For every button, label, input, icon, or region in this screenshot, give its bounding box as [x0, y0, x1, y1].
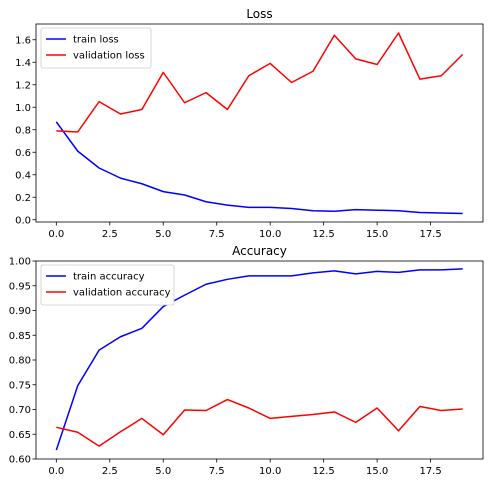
- y-tick-label: 0.2: [15, 193, 31, 204]
- y-tick-label: 0.90: [9, 306, 31, 317]
- y-tick-label: 0.75: [9, 380, 31, 391]
- x-tick-label: 2.5: [102, 466, 118, 477]
- y-tick-label: 0.0: [15, 215, 31, 226]
- x-tick-label: 5.0: [155, 466, 171, 477]
- y-tick-label: 0.4: [15, 170, 31, 181]
- y-tick-label: 1.6: [15, 35, 31, 46]
- x-tick-label: 7.5: [209, 466, 225, 477]
- y-tick-label: 0.95: [9, 281, 31, 292]
- x-tick-label: 0.0: [48, 229, 64, 240]
- legend: train loss validation loss: [40, 27, 152, 69]
- y-tick-label: 0.80: [9, 356, 31, 367]
- x-tick-label: 15.0: [366, 229, 388, 240]
- series-line-train-loss: [55, 121, 463, 215]
- y-tick-label: 1.00: [9, 257, 31, 268]
- y-tick-label: 1.2: [15, 80, 31, 91]
- y-tick-label: 0.65: [9, 430, 31, 441]
- chart-title: Accuracy: [232, 244, 287, 258]
- series-line-train-accuracy: [55, 268, 463, 451]
- legend-label: train loss: [73, 35, 119, 46]
- chart-loss: Loss 0.0 2.5 5.0 7.5 10.0 12.5 15.0 17.5 0.0 0.2 0.…: [15, 7, 484, 240]
- series-line-validation-accuracy: [56, 398, 463, 447]
- x-tick-label: 7.5: [209, 229, 225, 240]
- y-tick-label: 0.70: [9, 405, 31, 416]
- x-tick-label: 10.0: [259, 229, 281, 240]
- x-tick-label: 5.0: [155, 229, 171, 240]
- legend-label: validation loss: [73, 51, 145, 62]
- y-tick-label: 0.6: [15, 148, 31, 159]
- x-tick-label: 0.0: [48, 466, 64, 477]
- y-tick-label: 1.4: [15, 58, 31, 69]
- y-tick-label: 0.85: [9, 331, 31, 342]
- x-tick-label: 12.5: [313, 229, 335, 240]
- legend: train accuracy validation accuracy: [40, 264, 175, 306]
- legend-label: validation accuracy: [73, 288, 171, 299]
- legend-label: train accuracy: [73, 272, 145, 283]
- x-tick-label: 10.0: [259, 466, 281, 477]
- plot-frame: [35, 23, 484, 223]
- y-tick-label: 0.8: [15, 125, 31, 136]
- y-tick-label: 1.0: [15, 103, 31, 114]
- legend-box: [40, 27, 152, 69]
- y-tick-label: 0.60: [9, 455, 31, 466]
- x-tick-label: 2.5: [102, 229, 118, 240]
- x-tick-label: 15.0: [366, 466, 388, 477]
- legend-box: [40, 264, 175, 306]
- x-tick-label: 17.5: [419, 466, 441, 477]
- x-tick-label: 17.5: [419, 229, 441, 240]
- series-line-validation-loss: [56, 32, 464, 133]
- chart-title: Loss: [246, 7, 272, 21]
- x-tick-label: 12.5: [313, 466, 335, 477]
- charts: Loss 0.0 2.5 5.0 7.5 10.0 12.5 15.0 17.5 0.0 0.2 0.…: [9, 7, 484, 477]
- chart-accuracy: Accuracy 0.0 2.5 5.0 7.5 10.0 12.5 15.0 17.5 0.60…: [9, 244, 484, 477]
